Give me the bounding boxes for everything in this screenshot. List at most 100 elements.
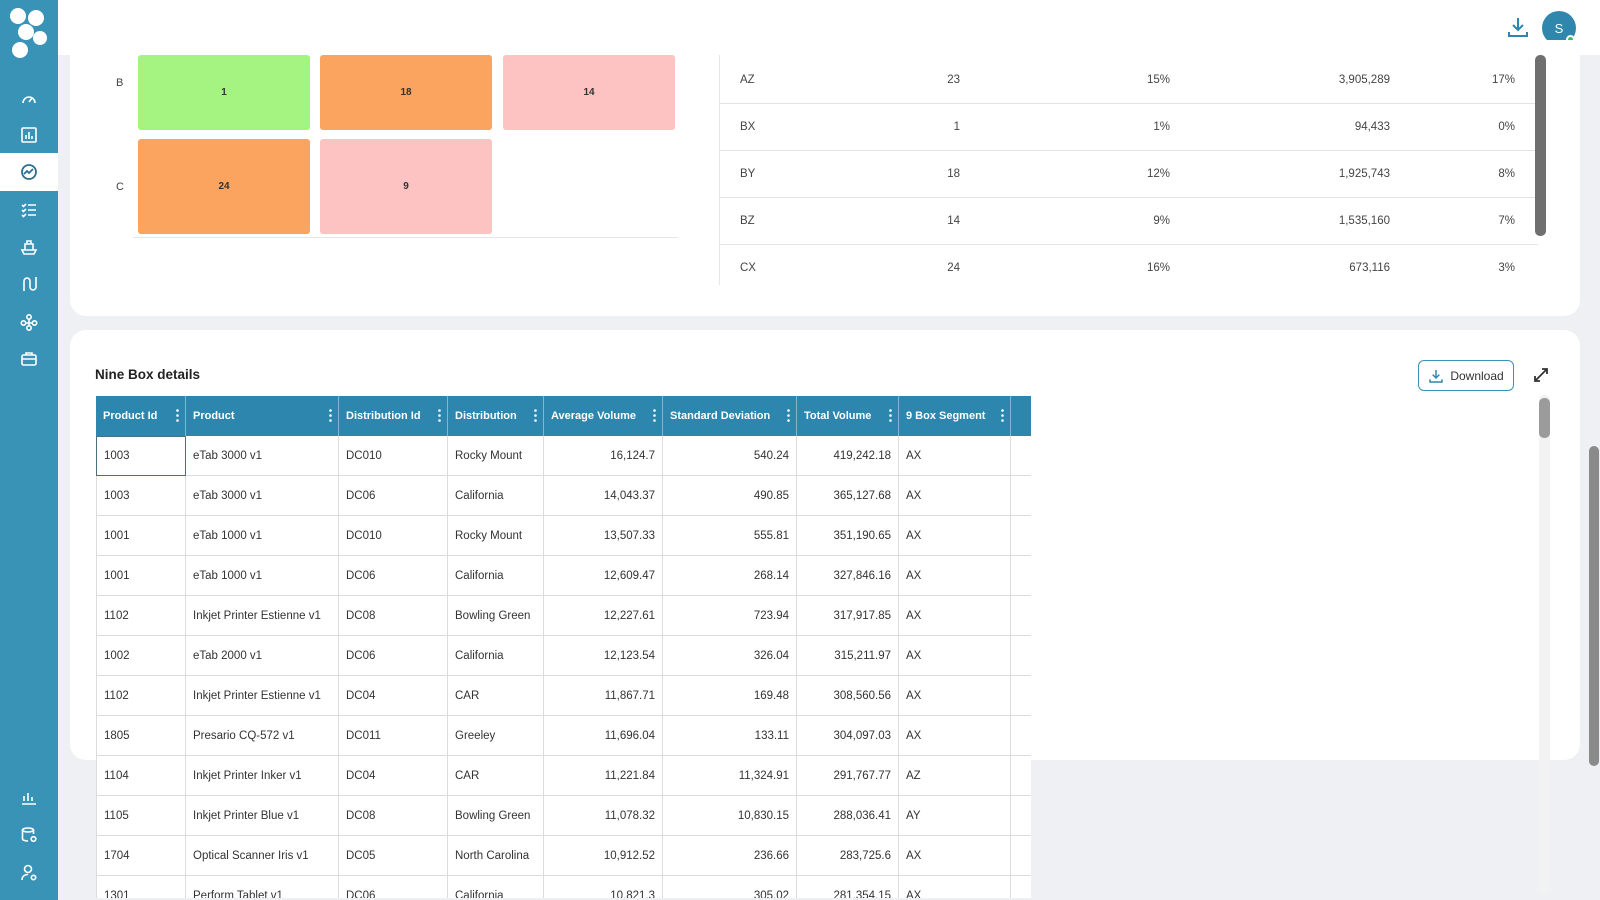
table-cell[interactable]: 1704 — [96, 836, 186, 876]
table-cell[interactable]: Rocky Mount — [448, 436, 544, 476]
table-cell[interactable]: 12,609.47 — [544, 556, 663, 596]
nav-shipping[interactable] — [0, 228, 58, 266]
table-row[interactable]: 1001 eTab 1000 v1 DC06 California 12,609.47 2… — [96, 556, 1031, 596]
table-cell[interactable]: 1102 — [96, 676, 186, 716]
table-cell[interactable]: DC06 — [339, 476, 448, 516]
table-row[interactable]: 1001 eTab 1000 v1 DC010 Rocky Mount 13,507.3… — [96, 516, 1031, 556]
table-cell[interactable]: DC06 — [339, 556, 448, 596]
column-header[interactable]: Distribution Id — [339, 396, 448, 436]
column-menu-icon[interactable] — [889, 409, 892, 422]
table-cell[interactable]: Rocky Mount — [448, 516, 544, 556]
matrix-cell-by[interactable]: 18 — [320, 55, 492, 130]
nav-data-settings[interactable] — [0, 816, 58, 854]
column-header[interactable]: Product Id — [96, 396, 186, 436]
nav-reports[interactable] — [0, 116, 58, 154]
table-cell[interactable]: California — [448, 556, 544, 596]
nav-analytics[interactable] — [0, 153, 58, 191]
table-cell[interactable]: Perform Tablet v1 — [186, 876, 339, 898]
table-cell[interactable]: 326.04 — [663, 636, 797, 676]
table-cell[interactable]: 351,190.65 — [797, 516, 899, 556]
table-row[interactable]: 1003 eTab 3000 v1 DC010 Rocky Mount 16,124.7… — [96, 436, 1031, 476]
table-cell[interactable]: 317,917.85 — [797, 596, 899, 636]
table-cell[interactable]: 11,078.32 — [544, 796, 663, 836]
table-cell[interactable]: AX — [899, 476, 1011, 516]
table-cell[interactable]: 308,560.56 — [797, 676, 899, 716]
table-cell[interactable]: 540.24 — [663, 436, 797, 476]
table-cell[interactable]: CAR — [448, 756, 544, 796]
table-cell[interactable]: 10,912.52 — [544, 836, 663, 876]
column-header[interactable]: Total Volume — [797, 396, 899, 436]
table-cell[interactable]: 419,242.18 — [797, 436, 899, 476]
table-cell[interactable]: 13,507.33 — [544, 516, 663, 556]
expand-icon[interactable] — [1532, 366, 1550, 384]
table-cell[interactable]: 1805 — [96, 716, 186, 756]
table-cell[interactable]: AX — [899, 596, 1011, 636]
table-cell[interactable]: AX — [899, 436, 1011, 476]
table-cell[interactable]: AZ — [899, 756, 1011, 796]
table-cell[interactable]: DC08 — [339, 796, 448, 836]
table-cell[interactable]: 1301 — [96, 876, 186, 898]
table-cell[interactable]: eTab 1000 v1 — [186, 556, 339, 596]
table-cell[interactable]: 490.85 — [663, 476, 797, 516]
summary-row[interactable]: BX 1 1% 94,433 0% — [720, 104, 1538, 151]
table-cell[interactable]: DC010 — [339, 436, 448, 476]
table-row[interactable]: 1301 Perform Tablet v1 DC06 California 10,82… — [96, 876, 1031, 898]
matrix-cell-cy[interactable]: 9 — [320, 139, 492, 234]
table-cell[interactable]: 1102 — [96, 596, 186, 636]
table-cell[interactable]: Inkjet Printer Blue v1 — [186, 796, 339, 836]
column-menu-icon[interactable] — [1001, 409, 1004, 422]
column-header[interactable]: Distribution — [448, 396, 544, 436]
table-row[interactable]: 1105 Inkjet Printer Blue v1 DC08 Bowling Gr… — [96, 796, 1031, 836]
table-scrollbar-track[interactable] — [1539, 395, 1550, 895]
table-cell[interactable]: DC06 — [339, 876, 448, 898]
table-cell[interactable]: AX — [899, 676, 1011, 716]
table-cell[interactable]: Inkjet Printer Estienne v1 — [186, 676, 339, 716]
nav-routes[interactable] — [0, 265, 58, 303]
column-menu-icon[interactable] — [438, 409, 441, 422]
nav-report-builder[interactable] — [0, 778, 58, 816]
matrix-cell-bx[interactable]: 1 — [138, 55, 310, 130]
table-cell[interactable]: 327,846.16 — [797, 556, 899, 596]
table-row[interactable]: 1002 eTab 2000 v1 DC06 California 12,123.54 3… — [96, 636, 1031, 676]
table-row[interactable]: 1805 Presario CQ-572 v1 DC011 Greeley 11,696… — [96, 716, 1031, 756]
table-cell[interactable]: 1003 — [96, 476, 186, 516]
table-row[interactable]: 1102 Inkjet Printer Estienne v1 DC08 Bowlin… — [96, 596, 1031, 636]
table-cell[interactable]: DC04 — [339, 676, 448, 716]
table-cell[interactable]: 1001 — [96, 556, 186, 596]
table-cell[interactable]: AX — [899, 836, 1011, 876]
matrix-cell-bz[interactable]: 14 — [503, 55, 675, 130]
table-cell[interactable]: Presario CQ-572 v1 — [186, 716, 339, 756]
table-cell[interactable]: Inkjet Printer Estienne v1 — [186, 596, 339, 636]
table-cell[interactable]: eTab 1000 v1 — [186, 516, 339, 556]
table-cell[interactable]: North Carolina — [448, 836, 544, 876]
page-scrollbar[interactable] — [1589, 446, 1599, 766]
table-cell[interactable]: 281,354.15 — [797, 876, 899, 898]
table-cell[interactable]: 1003 — [96, 436, 186, 476]
table-cell[interactable]: 268.14 — [663, 556, 797, 596]
table-cell[interactable]: 169.48 — [663, 676, 797, 716]
table-cell[interactable]: 12,123.54 — [544, 636, 663, 676]
table-cell[interactable]: CAR — [448, 676, 544, 716]
column-header[interactable]: 9 Box Segment — [899, 396, 1011, 436]
download-icon[interactable] — [1506, 15, 1530, 39]
app-logo[interactable] — [8, 6, 48, 62]
table-cell[interactable]: 11,221.84 — [544, 756, 663, 796]
table-cell[interactable]: 1001 — [96, 516, 186, 556]
table-cell[interactable]: 315,211.97 — [797, 636, 899, 676]
table-cell[interactable]: AX — [899, 716, 1011, 756]
table-cell[interactable]: DC05 — [339, 836, 448, 876]
table-cell[interactable]: 365,127.68 — [797, 476, 899, 516]
table-cell[interactable]: DC04 — [339, 756, 448, 796]
column-menu-icon[interactable] — [176, 409, 179, 422]
download-button[interactable]: Download — [1418, 360, 1514, 391]
table-cell[interactable]: 1105 — [96, 796, 186, 836]
table-cell[interactable]: 304,097.03 — [797, 716, 899, 756]
table-cell[interactable]: 236.66 — [663, 836, 797, 876]
table-cell[interactable]: California — [448, 876, 544, 898]
summary-row[interactable]: BY 18 12% 1,925,743 8% — [720, 151, 1538, 198]
table-cell[interactable]: AX — [899, 876, 1011, 898]
table-cell[interactable]: DC010 — [339, 516, 448, 556]
table-cell[interactable]: 1104 — [96, 756, 186, 796]
table-cell[interactable]: 305.02 — [663, 876, 797, 898]
column-header[interactable]: Standard Deviation — [663, 396, 797, 436]
